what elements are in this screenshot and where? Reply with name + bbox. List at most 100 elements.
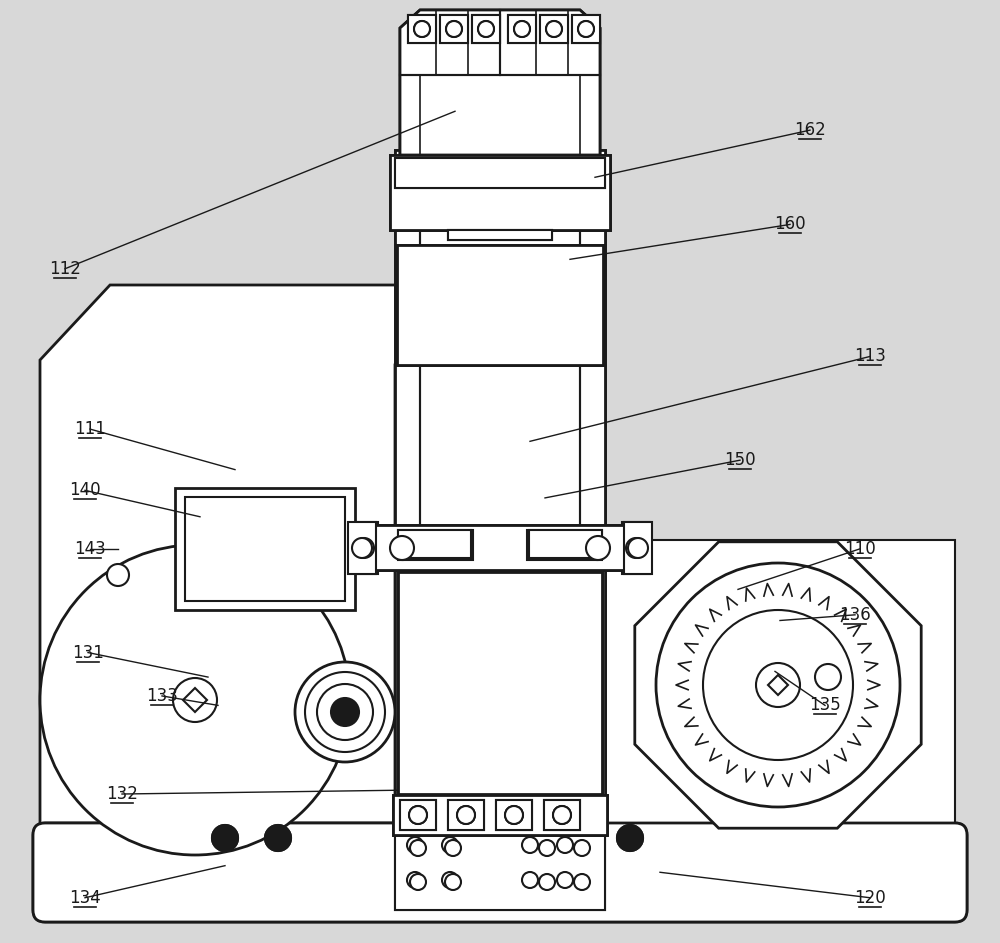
Circle shape bbox=[445, 874, 461, 890]
Circle shape bbox=[514, 21, 530, 37]
Circle shape bbox=[410, 840, 426, 856]
Circle shape bbox=[815, 664, 841, 690]
Text: 133: 133 bbox=[146, 687, 178, 705]
Bar bbox=[440, 15, 468, 43]
Circle shape bbox=[446, 21, 462, 37]
Circle shape bbox=[656, 563, 900, 807]
Circle shape bbox=[331, 698, 359, 726]
Circle shape bbox=[522, 872, 538, 888]
Bar bbox=[400, 800, 436, 830]
Bar bbox=[527, 530, 602, 560]
Circle shape bbox=[553, 806, 571, 824]
Circle shape bbox=[574, 874, 590, 890]
Circle shape bbox=[265, 825, 291, 851]
Bar bbox=[397, 245, 603, 365]
Bar bbox=[395, 158, 605, 188]
Circle shape bbox=[756, 663, 800, 707]
Circle shape bbox=[265, 825, 291, 851]
Circle shape bbox=[414, 21, 430, 37]
Bar bbox=[624, 522, 652, 574]
Bar bbox=[400, 800, 436, 830]
Bar bbox=[185, 497, 345, 601]
Circle shape bbox=[414, 21, 430, 37]
Bar bbox=[370, 525, 630, 570]
Circle shape bbox=[505, 806, 523, 824]
Circle shape bbox=[317, 684, 373, 740]
Circle shape bbox=[457, 806, 475, 824]
Polygon shape bbox=[183, 688, 207, 712]
Bar bbox=[390, 155, 610, 230]
Circle shape bbox=[703, 610, 853, 760]
Text: 134: 134 bbox=[69, 888, 101, 907]
Bar bbox=[398, 572, 602, 794]
Circle shape bbox=[407, 837, 423, 853]
Circle shape bbox=[478, 21, 494, 37]
Bar bbox=[472, 15, 500, 43]
Circle shape bbox=[354, 538, 374, 558]
Text: 131: 131 bbox=[72, 643, 104, 662]
Circle shape bbox=[173, 678, 217, 722]
Bar bbox=[398, 572, 602, 794]
Circle shape bbox=[390, 536, 414, 560]
Bar bbox=[393, 795, 607, 835]
Bar bbox=[408, 15, 436, 43]
Bar bbox=[508, 15, 536, 43]
Circle shape bbox=[446, 21, 462, 37]
Text: 112: 112 bbox=[49, 259, 81, 278]
Circle shape bbox=[409, 806, 427, 824]
Bar bbox=[448, 800, 484, 830]
Circle shape bbox=[410, 874, 426, 890]
Text: 111: 111 bbox=[74, 420, 106, 438]
Circle shape bbox=[442, 872, 458, 888]
Text: 136: 136 bbox=[839, 605, 871, 624]
Circle shape bbox=[295, 662, 395, 762]
Circle shape bbox=[305, 672, 385, 752]
Text: 140: 140 bbox=[69, 481, 101, 500]
Bar bbox=[540, 15, 568, 43]
Bar bbox=[350, 522, 378, 574]
Circle shape bbox=[212, 825, 238, 851]
Circle shape bbox=[409, 806, 427, 824]
Circle shape bbox=[574, 840, 590, 856]
Circle shape bbox=[505, 806, 523, 824]
Circle shape bbox=[557, 872, 573, 888]
Circle shape bbox=[557, 837, 573, 853]
Polygon shape bbox=[400, 10, 600, 155]
Bar bbox=[395, 150, 605, 800]
Circle shape bbox=[626, 538, 646, 558]
Bar bbox=[175, 488, 355, 610]
Circle shape bbox=[585, 536, 609, 560]
Polygon shape bbox=[400, 10, 600, 155]
Circle shape bbox=[445, 840, 461, 856]
Bar bbox=[529, 530, 602, 558]
Bar bbox=[496, 800, 532, 830]
Bar bbox=[448, 230, 552, 240]
Circle shape bbox=[578, 21, 594, 37]
Bar bbox=[440, 15, 468, 43]
FancyBboxPatch shape bbox=[33, 823, 967, 922]
Bar bbox=[622, 522, 650, 574]
Circle shape bbox=[40, 545, 350, 855]
Bar bbox=[395, 835, 605, 910]
Circle shape bbox=[546, 21, 562, 37]
Circle shape bbox=[553, 806, 571, 824]
Circle shape bbox=[352, 538, 372, 558]
Bar bbox=[397, 245, 603, 365]
Circle shape bbox=[628, 538, 648, 558]
Bar bbox=[398, 530, 473, 560]
Text: 143: 143 bbox=[74, 539, 106, 558]
Text: 132: 132 bbox=[106, 785, 138, 803]
Bar bbox=[370, 525, 630, 570]
Bar bbox=[348, 522, 376, 574]
Circle shape bbox=[212, 825, 238, 851]
Circle shape bbox=[107, 564, 129, 586]
Circle shape bbox=[586, 536, 610, 560]
Bar bbox=[472, 15, 500, 43]
Bar bbox=[390, 155, 610, 230]
Circle shape bbox=[522, 837, 538, 853]
Bar bbox=[572, 15, 600, 43]
Circle shape bbox=[546, 21, 562, 37]
Bar bbox=[395, 150, 605, 795]
Circle shape bbox=[578, 21, 594, 37]
Text: 110: 110 bbox=[844, 539, 876, 558]
